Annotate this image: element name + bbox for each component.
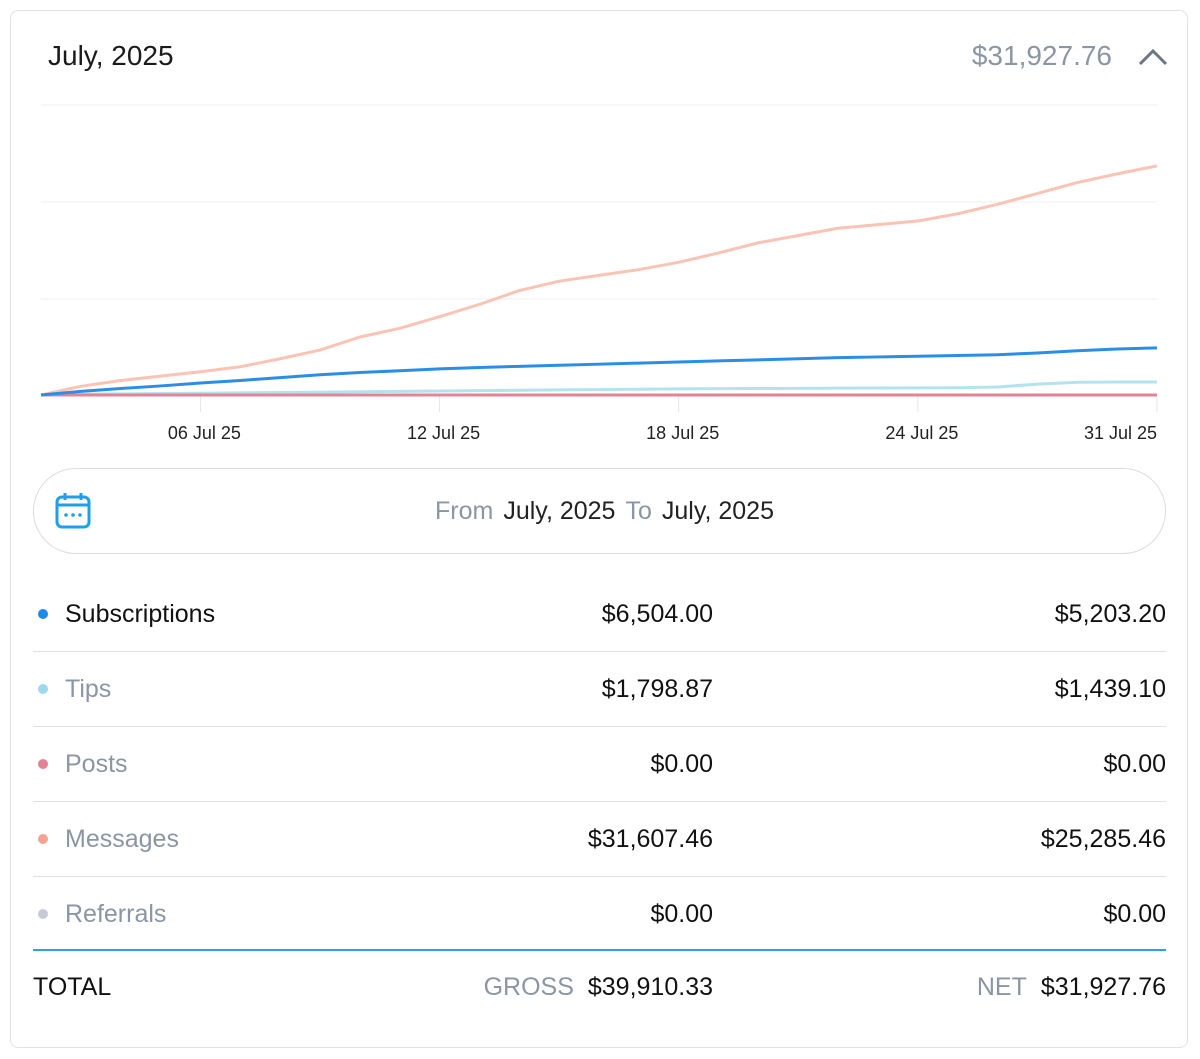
row-gross: $31,607.46 [587,825,713,853]
series-line [40,164,1158,397]
gross-label: GROSS [483,973,574,1001]
date-range: From July, 2025 To July, 2025 [34,497,1165,526]
series-line [40,346,1158,397]
row-label: Subscriptions [65,600,216,628]
chart: 06 Jul 25 12 Jul 25 18 Jul 25 24 Jul 25 31 J… [40,104,1158,443]
row-net: $25,285.46 [1040,825,1166,853]
row-dot [38,609,48,619]
total-divider [33,949,1166,951]
to-label: To [625,497,652,525]
earnings-card [10,10,1188,1048]
series-line [40,380,1158,397]
row-dot [38,759,48,769]
row-label: Messages [65,825,179,853]
row-net: $0.00 [1103,900,1166,928]
row-dot [38,834,48,844]
row-label: Posts [65,750,128,778]
collapse-button[interactable] [1136,44,1170,70]
row-label: Referrals [65,900,167,928]
table-row: Posts $0.00 $0.00 [33,726,1166,802]
row-gross: $0.00 [650,900,713,928]
row-gross: $1,798.87 [601,675,713,703]
row-dot [38,909,48,919]
x-tick-label: 12 Jul 25 [407,423,480,443]
calendar-icon [55,493,91,529]
row-net: $1,439.10 [1054,675,1166,703]
table-row: Referrals $0.00 $0.00 [33,876,1166,951]
row-label: Tips [65,675,112,703]
table-row: Tips $1,798.87 $1,439.10 [33,651,1166,727]
gross-value: $39,910.33 [587,973,713,1001]
total-label: TOTAL [33,973,112,1001]
x-tick-label: 18 Jul 25 [646,423,719,443]
row-net: $5,203.20 [1054,600,1166,628]
from-label: From [435,497,494,525]
row-gross: $6,504.00 [601,600,713,628]
net-label: NET [976,973,1027,1001]
row-net: $0.00 [1103,750,1166,778]
from-date: July, 2025 [503,497,616,525]
row-dot [38,684,48,694]
x-tick-label: 31 Jul 25 [1084,423,1157,443]
x-tick-label: 24 Jul 25 [885,423,958,443]
net-value: $31,927.76 [1040,973,1166,1001]
table-row: Messages $31,607.46 $25,285.46 [33,801,1166,877]
total-gross: GROSS $39,910.33 [484,973,713,1002]
card-amount: $31,927.76 [971,40,1112,71]
total-net: NET $31,927.76 [977,973,1166,1002]
row-gross: $0.00 [650,750,713,778]
x-tick-label: 06 Jul 25 [168,423,241,443]
card-title: July, 2025 [48,40,174,71]
date-range-picker[interactable]: From July, 2025 To July, 2025 [33,468,1166,554]
to-date: July, 2025 [661,497,774,525]
table-row: Subscriptions $6,504.00 $5,203.20 [33,576,1166,652]
